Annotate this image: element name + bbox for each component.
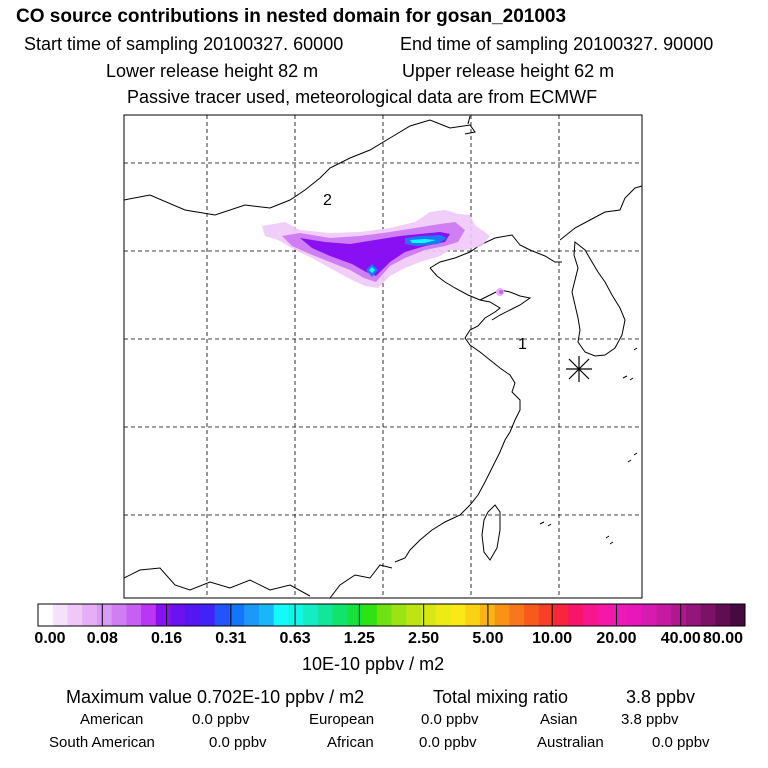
colorbar-swatch: [126, 604, 142, 626]
colorbar-swatch: [67, 604, 83, 626]
colorbar-swatch: [347, 604, 363, 626]
colorbar-swatch: [303, 604, 319, 626]
taiwan: [481, 504, 501, 561]
end-time-label: End time of sampling 20100327. 90000: [400, 34, 714, 54]
colorbar-tick-label: 0.63: [279, 630, 311, 647]
max-value-label: Maximum value 0.702E-10 ppbv / m2: [66, 687, 365, 707]
colorbar-swatch: [332, 604, 348, 626]
colorbar-tick-label: 1.25: [343, 630, 375, 647]
region-name-australian: Australian: [537, 734, 604, 751]
colorbar-swatch: [524, 604, 540, 626]
colorbar-swatch: [258, 604, 275, 626]
region-name-european: European: [309, 711, 375, 728]
colorbar-swatch: [214, 604, 230, 626]
colorbar-swatch: [96, 604, 113, 626]
colorbar-swatch: [494, 604, 510, 626]
region-value-african: 0.0 ppbv: [419, 734, 477, 751]
upper-release-label: Upper release height 62 m: [402, 61, 615, 81]
colorbar-swatch: [170, 604, 186, 626]
lower-release-label: Lower release height 82 m: [106, 61, 319, 81]
colorbar-swatch: [465, 604, 481, 626]
colorbar-swatch: [82, 604, 98, 626]
colorbar-swatch: [627, 604, 643, 626]
colorbar-tick-label: 0.31: [215, 630, 247, 647]
colorbar-swatch: [229, 604, 245, 626]
bohai-coast: [394, 234, 562, 563]
shandong-peninsula: [479, 289, 532, 321]
colorbar-swatch: [362, 604, 378, 626]
colorbar-tick-label: 0.00: [34, 630, 66, 647]
border-north: [123, 119, 476, 216]
colorbar-swatch: [582, 604, 599, 626]
colorbar-swatch: [244, 604, 260, 626]
colorbar-swatch: [288, 604, 304, 626]
chart-title: CO source contributions in nested domain…: [16, 6, 567, 27]
colorbar-swatch: [715, 604, 731, 626]
colorbar-tick-label: 0.16: [150, 630, 183, 647]
colorbar-swatch: [450, 604, 466, 626]
coastlines: [123, 115, 643, 599]
start-time-label: Start time of sampling 20100327. 60000: [24, 34, 344, 54]
colorbar-swatch: [435, 604, 451, 626]
colorbar-swatch: [538, 604, 555, 626]
region-value-asian: 3.8 ppbv: [621, 711, 679, 728]
region-name-south-american: South American: [49, 734, 155, 751]
interior-border: [123, 564, 393, 599]
colorbar-swatch: [612, 604, 628, 626]
region-value-american: 0.0 ppbv: [192, 711, 250, 728]
region-name-american: American: [80, 711, 144, 728]
colorbar-swatch: [641, 604, 658, 626]
colorbar-swatch: [671, 604, 687, 626]
region-value-south-american: 0.0 ppbv: [209, 734, 267, 751]
colorbar-tick-label: 0.08: [86, 630, 118, 647]
colorbar-swatch: [111, 604, 127, 626]
plume: [262, 210, 504, 296]
colorbar-swatch: [553, 604, 569, 626]
region-name-african: African: [327, 734, 374, 751]
colorbar: [37, 603, 746, 627]
colorbar-swatch: [568, 604, 584, 626]
colorbar-tick-label: 10.00: [532, 630, 573, 647]
colorbar-tick-label: 80.00: [702, 630, 744, 647]
colorbar-swatch: [376, 604, 392, 626]
receptor-marker-icon: [566, 356, 592, 382]
total-mixing-value: 3.8 ppbv: [626, 687, 696, 707]
colorbar-swatch: [38, 604, 54, 626]
colorbar-swatch: [155, 604, 172, 626]
colorbar-swatch: [730, 604, 746, 626]
colorbar-tick-label: 5.00: [472, 630, 504, 647]
small-islands: [539, 347, 638, 545]
region-value-european: 0.0 ppbv: [421, 711, 479, 728]
colorbar-swatch: [656, 604, 672, 626]
colorbar-tick-label: 20.00: [596, 630, 637, 647]
colorbar-swatch: [509, 604, 525, 626]
colorbar-swatch: [52, 604, 68, 626]
colorbar-swatch: [185, 604, 201, 626]
colorbar-swatch: [597, 604, 613, 626]
colorbar-swatch: [686, 604, 702, 626]
colorbar-swatch: [317, 604, 334, 626]
tracer-note: Passive tracer used, meteorological data…: [127, 87, 598, 107]
colorbar-tick-label: 40.00: [660, 630, 701, 647]
colorbar-unit-label: 10E-10 ppbv / m2: [302, 654, 445, 674]
colorbar-swatch: [700, 604, 717, 626]
colorbar-swatch: [141, 604, 157, 626]
colorbar-swatch: [200, 604, 216, 626]
plume-peak: [366, 235, 447, 277]
map-label-2: 2: [323, 192, 332, 209]
total-mixing-label: Total mixing ratio: [433, 687, 569, 707]
colorbar-swatch: [406, 604, 422, 626]
border-northeast: [467, 115, 643, 241]
colorbar-swatch: [273, 604, 289, 626]
region-value-australian: 0.0 ppbv: [652, 734, 710, 751]
plume-small-spot-core: [499, 290, 503, 294]
colorbar-swatch: [391, 604, 407, 626]
colorbar-tick-label: 2.50: [408, 630, 440, 647]
korea: [571, 241, 626, 357]
colorbar-frame: [37, 603, 746, 627]
map-label-1: 1: [518, 336, 527, 353]
colorbar-swatch: [420, 604, 437, 626]
region-name-asian: Asian: [540, 711, 578, 728]
